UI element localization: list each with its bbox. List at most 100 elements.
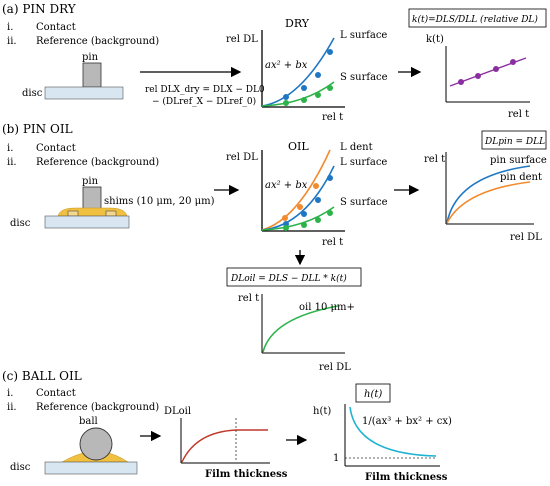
section-a-item-text-1: Contact — [36, 22, 76, 33]
oil-result-xlabel: rel DL — [319, 362, 351, 373]
oil-plot-xlabel: rel t — [322, 237, 343, 248]
k-plot: k(t) rel t — [426, 34, 530, 120]
oil-10um-curve — [262, 305, 339, 353]
ball-dl-xlabel: Film thickness — [205, 469, 288, 480]
ball-label: ball — [79, 416, 98, 427]
rel-dry-formula-line2: − (DLref_X − DLref_0) — [152, 96, 256, 107]
dry-plot-xlabel: rel t — [322, 112, 343, 123]
section-c-item-text-2: Reference (background) — [36, 402, 159, 413]
oil-result-plot: rel t rel DL oil 10 μm+ — [238, 293, 355, 373]
dry-L-point — [283, 94, 289, 100]
disc-label-c: disc — [10, 462, 31, 473]
disc-a — [44, 86, 124, 100]
oil-result-ylabel: rel t — [238, 293, 259, 304]
oil-L-surface-label: L surface — [340, 157, 387, 168]
oil-L-dent-point — [282, 215, 288, 221]
section-b-item-num-2: ii. — [7, 157, 17, 168]
disc-label-a: disc — [22, 88, 43, 99]
ball-h-plot: h(t) Film thickness 1/(ax³ + bx² + cx) 1 — [313, 404, 452, 483]
pin-surface-label: pin surface — [490, 155, 547, 166]
ball-h-fit-formula: 1/(ax³ + bx² + cx) — [362, 416, 452, 427]
k-point — [510, 59, 516, 65]
oil-S-surface-point — [283, 225, 289, 231]
dlpin-text: DLpin = DLL — [484, 137, 545, 147]
oil-L-dent-point — [313, 183, 319, 189]
section-b-item-text-2: Reference (background) — [36, 157, 159, 168]
oil-S-surface-point — [327, 210, 333, 216]
shims-label: shims (10 μm, 20 μm) — [104, 196, 215, 207]
oil-S-surface-label: S surface — [340, 197, 388, 208]
section-c-item-num-2: ii. — [7, 402, 17, 413]
ball-dl-plot: DLoil Film thickness — [164, 406, 288, 480]
oil-S-surface-curve — [261, 206, 335, 231]
section-b-title: (b) PIN OIL — [2, 122, 73, 136]
section-a-item-num-1: i. — [7, 22, 13, 33]
dry-S-point — [283, 100, 289, 106]
pin-label-a: pin — [82, 52, 99, 63]
section-c-item-text-1: Contact — [36, 388, 76, 399]
dry-L-point — [327, 49, 333, 55]
dry-S-surface-label: S surface — [340, 72, 388, 83]
ball-h-xlabel: Film thickness — [365, 472, 448, 483]
disc-label-b: disc — [10, 218, 31, 229]
ball-h-curve — [349, 406, 437, 457]
dry-plot-title: DRY — [285, 17, 310, 30]
pin-oil-plot: rel t rel DL pin surface pin dent — [424, 152, 547, 243]
dloil-box — [226, 267, 362, 287]
section-c-title: (c) BALL OIL — [2, 369, 82, 383]
h-box-text: h(t) — [364, 389, 382, 400]
k-plot-xlabel: rel t — [508, 109, 529, 120]
dry-plot-quadratic: ax² + bx — [265, 60, 308, 71]
pin-oil-ylabel: rel t — [424, 154, 445, 165]
pin-surface-curve — [446, 165, 531, 224]
disc-b — [44, 215, 130, 229]
dry-S-point — [327, 85, 333, 91]
k-formula-box — [408, 8, 547, 28]
dry-L-surface-curve — [261, 37, 335, 107]
shim-left — [67, 210, 79, 217]
disc-c — [44, 461, 138, 475]
dry-S-point — [301, 97, 307, 103]
oil-L-dent-curve — [261, 149, 331, 231]
oil-S-surface-point — [315, 217, 321, 223]
k-formula-text: k(t)=DLS/DLL (relative DL) — [412, 14, 538, 25]
dry-L-surface-label: L surface — [340, 30, 387, 41]
ball-h-ylabel: h(t) — [313, 406, 331, 417]
section-b-item-num-1: i. — [7, 143, 13, 154]
section-a-item-text-2: Reference (background) — [36, 36, 159, 47]
ball-c — [79, 427, 113, 461]
oil-10um-label: oil 10 μm+ — [299, 302, 355, 313]
oil-plot-quadratic: ax² + bx — [265, 180, 308, 191]
oil-L-dent-point — [297, 204, 303, 210]
oil-L-surface-point — [301, 211, 307, 217]
k-point — [475, 73, 481, 79]
pin-dent-label: pin dent — [500, 172, 542, 183]
dry-L-point — [301, 85, 307, 91]
rel-dry-formula-line1: rel DLX_dry = DLX − DL0 — [145, 85, 265, 95]
dloil-text: DLoil = DLS − DLL * k(t) — [230, 273, 347, 284]
oil-L-surface-point — [315, 197, 321, 203]
k-plot-ylabel: k(t) — [426, 34, 444, 45]
dry-L-point — [315, 72, 321, 78]
section-a-title: (a) PIN DRY — [2, 2, 77, 16]
section-c-item-num-1: i. — [7, 388, 13, 399]
dry-S-point — [315, 92, 321, 98]
oil-L-surface-point — [327, 175, 333, 181]
shim-right — [105, 210, 117, 217]
oil-S-surface-point — [301, 222, 307, 228]
pin-label-b: pin — [82, 176, 99, 187]
pin-dent-curve — [446, 181, 531, 224]
ball-dl-curve — [181, 429, 268, 463]
section-b-item-text-1: Contact — [36, 143, 76, 154]
k-point — [493, 66, 499, 72]
oil-plot-title: OIL — [288, 140, 309, 153]
pin-oil-xlabel: rel DL — [510, 232, 542, 243]
section-a-item-num-2: ii. — [7, 36, 17, 47]
oil-L-surface-curve — [261, 165, 335, 231]
ball-h-tick-1: 1 — [333, 453, 339, 464]
ball-dl-ylabel: DLoil — [164, 406, 191, 417]
pin-a — [82, 62, 102, 88]
dry-plot-ylabel: rel DL — [226, 34, 258, 45]
k-point — [458, 79, 464, 85]
